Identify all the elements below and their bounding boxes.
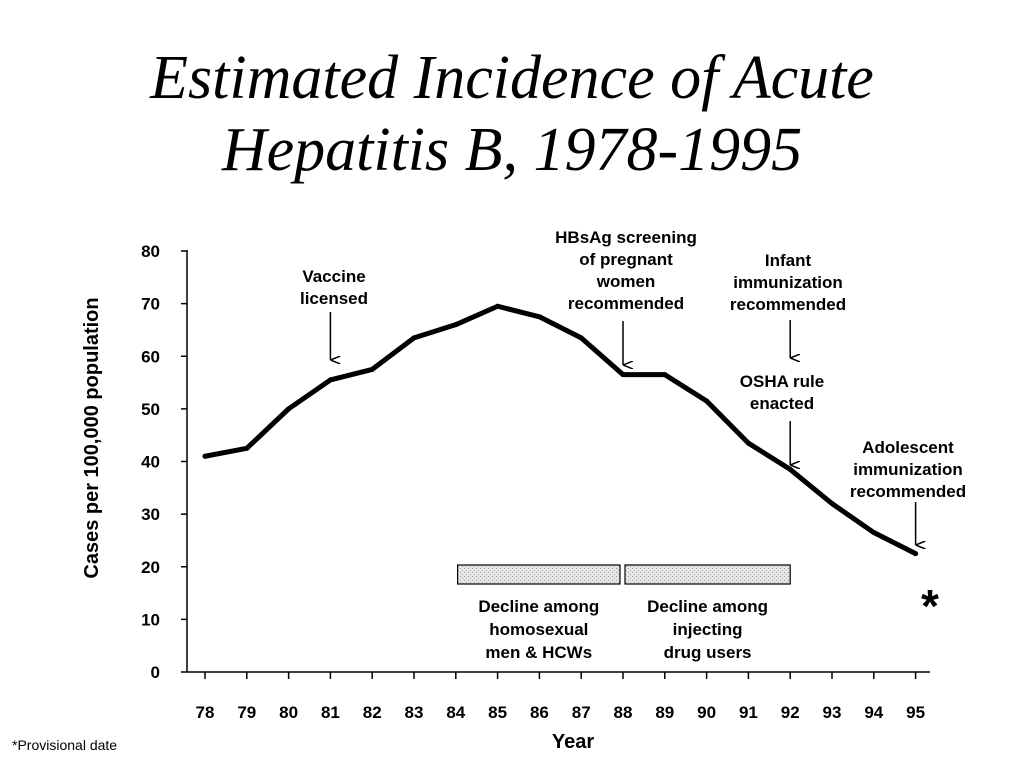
annotation-text: OSHA rule [740,372,824,391]
y-tick-label: 80 [141,242,160,261]
y-tick-label: 40 [141,453,160,472]
data-point [369,366,375,372]
period-bar-label: drug users [664,643,752,662]
annotation-text: recommended [850,482,966,501]
annotation-text: Adolescent [862,438,954,457]
annotation-text: HBsAg screening [555,228,697,247]
data-point [829,501,835,507]
period-bar [624,564,791,585]
data-point [704,398,710,404]
annotation-text: recommended [730,295,846,314]
annotation-text: licensed [300,289,368,308]
x-tick-label: 89 [655,703,674,722]
annotation-text: of pregnant [579,250,673,269]
data-point [913,551,919,557]
x-axis-title: Year [552,731,594,753]
data-point [871,530,877,536]
x-tick-label: 87 [572,703,591,722]
x-tick-label: 83 [405,703,424,722]
annotation-text: immunization [853,460,963,479]
data-point [620,372,626,378]
provisional-marker: * [921,580,939,632]
x-tick-label: 82 [363,703,382,722]
y-tick-label: 0 [151,663,160,682]
slide-title: Estimated Incidence of Acute Hepatitis B… [0,42,1024,186]
data-point [495,303,501,309]
data-point [453,322,459,328]
period-bar-label: injecting [673,620,743,639]
x-tick-label: 86 [530,703,549,722]
slide-title-line-1: Estimated Incidence of Acute [150,44,874,112]
x-tick-label: 85 [488,703,507,722]
x-tick-label: 80 [279,703,298,722]
x-tick-label: 93 [823,703,842,722]
data-point [536,314,542,320]
period-bar-label: Decline among [647,597,768,616]
x-tick-label: 90 [697,703,716,722]
y-tick-label: 20 [141,558,160,577]
x-tick-label: 78 [196,703,215,722]
data-point [787,466,793,472]
y-axis-title: Cases per 100,000 population [81,297,103,578]
period-bar-label: men & HCWs [485,643,592,662]
x-tick-label: 92 [781,703,800,722]
period-bar-label: Decline among [478,597,599,616]
y-tick-label: 70 [141,295,160,314]
x-tick-label: 84 [446,703,465,722]
annotation-text: Infant [765,251,812,270]
x-tick-label: 94 [864,703,883,722]
annotation-text: women [596,272,656,291]
y-tick-label: 60 [141,347,160,366]
footnote: *Provisional date [12,737,118,753]
data-point [286,406,292,412]
data-point [411,335,417,341]
annotations: Vaccine licensed HBsAg screening of pregnan… [300,228,966,545]
data-point [327,377,333,383]
data-point [662,372,668,378]
y-tick-label: 30 [141,505,160,524]
data-point [244,445,250,451]
slide-title-line-2: Hepatitis B, 1978-1995 [221,116,803,184]
series-line [202,303,919,557]
axes: 0 10 20 30 40 50 60 70 80 78 79 80 81 82 83 84 85 86 87 88 8… [81,242,930,753]
x-tick-label: 79 [237,703,256,722]
x-tick-label: 88 [614,703,633,722]
x-tick-label: 95 [906,703,925,722]
annotation-text: recommended [568,294,684,313]
annotation-text: immunization [733,273,843,292]
y-tick-label: 50 [141,400,160,419]
annotation-text: Vaccine [302,267,365,286]
data-point [202,453,208,459]
data-series: * [202,303,939,632]
period-bars: Decline among homosexual men & HCWs Decline… [457,564,791,662]
period-bar-label: homosexual [489,620,588,639]
x-tick-label: 81 [321,703,340,722]
period-bar [457,564,621,585]
annotation-text: enacted [750,394,814,413]
data-point [745,440,751,446]
data-point [578,335,584,341]
y-tick-label: 10 [141,610,160,629]
x-tick-label: 91 [739,703,758,722]
